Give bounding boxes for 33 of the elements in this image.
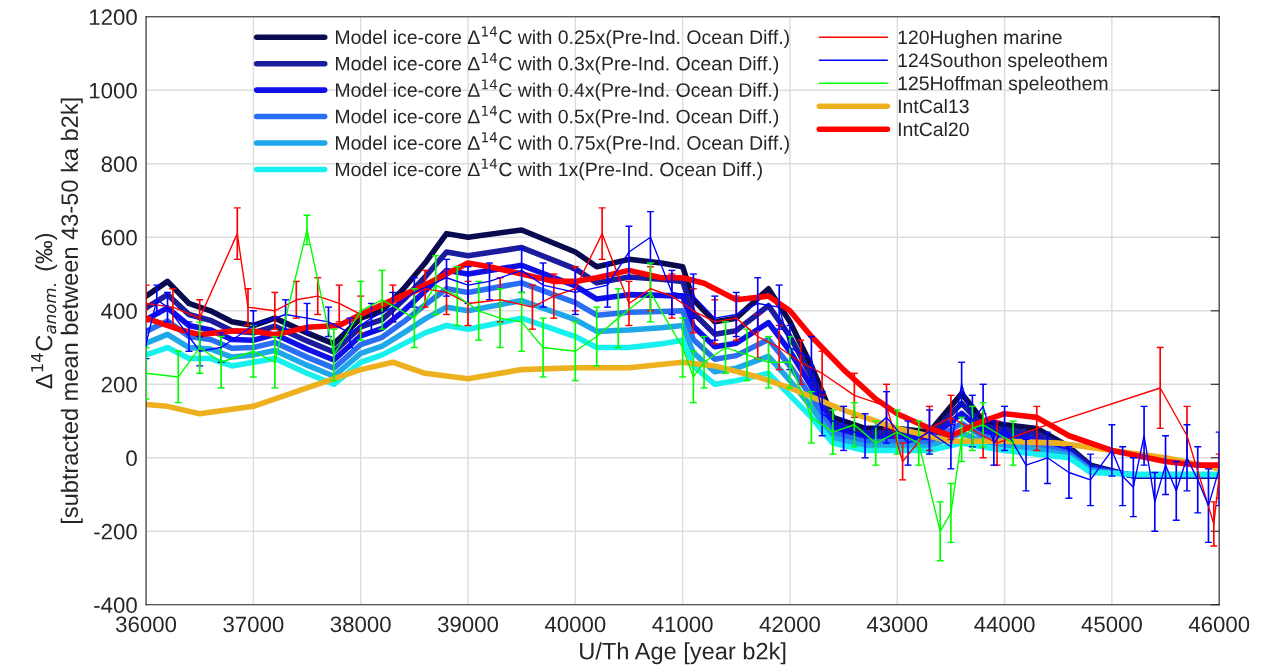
legend-label: 124Southon speleothem	[898, 52, 1107, 72]
legend-label: 125Hoffman speleothem	[898, 75, 1108, 95]
legend-label: IntCal13	[898, 98, 969, 114]
x-tick-label: 42000	[759, 616, 820, 633]
y-tick-label: 400	[101, 303, 137, 320]
y-tick-label: 800	[101, 156, 137, 173]
x-tick-label: 38000	[330, 616, 391, 633]
legend-label: Model ice-core Δ$^{14}$C with 0.3x(Pre-Ind. Ocean Diff.)	[336, 52, 779, 75]
legend-label: Model ice-core Δ$^{14}$C with 0.5x(Pre-Ind. Ocean Diff.)	[336, 105, 779, 128]
legend-label: Model ice-core Δ$^{14}$C with 0.25x(Pre-Ind. Ocean Diff.)	[336, 26, 789, 48]
x-axis-title: U/Th Age [year b2k]	[580, 642, 786, 665]
x-tick-label: 44000	[974, 616, 1035, 633]
x-tick-label: 43000	[866, 616, 928, 633]
x-tick-label: 41000	[652, 616, 713, 633]
y-tick-label: 600	[101, 229, 137, 246]
y-tick-label: -400	[94, 597, 137, 614]
legend-label: Model ice-core Δ$^{14}$C with 0.75x(Pre-Ind. Ocean Diff.)	[336, 132, 789, 154]
x-tick-label: 36000	[116, 616, 177, 633]
x-tick-label: 45000	[1081, 616, 1142, 633]
y-tick-label: 200	[101, 376, 137, 393]
x-tick-label: 39000	[437, 616, 499, 633]
x-tick-label: 46000	[1188, 616, 1250, 633]
legend-label: Model ice-core Δ$^{14}$C with 0.4x(Pre-Ind. Ocean Diff.)	[336, 79, 779, 101]
x-tick-label: 37000	[223, 616, 284, 633]
y-tick-label: 1000	[89, 82, 137, 99]
legend-label: Model ice-core Δ$^{14}$C with 1x(Pre-Ind. Ocean Diff.)	[336, 158, 762, 181]
y-axis-title: Δ$^{14}$C$_{anom.}$ (‰) [subtracted mean between 43-50 ka b2k]	[31, 98, 83, 524]
y-tick-label: 1200	[89, 9, 137, 26]
y-tick-label: 0	[126, 450, 137, 467]
y-tick-label: -200	[94, 523, 137, 540]
x-tick-label: 40000	[544, 616, 606, 633]
legend-label: IntCal20	[898, 121, 969, 137]
legend-label: 120Hughen marine	[898, 29, 1062, 49]
